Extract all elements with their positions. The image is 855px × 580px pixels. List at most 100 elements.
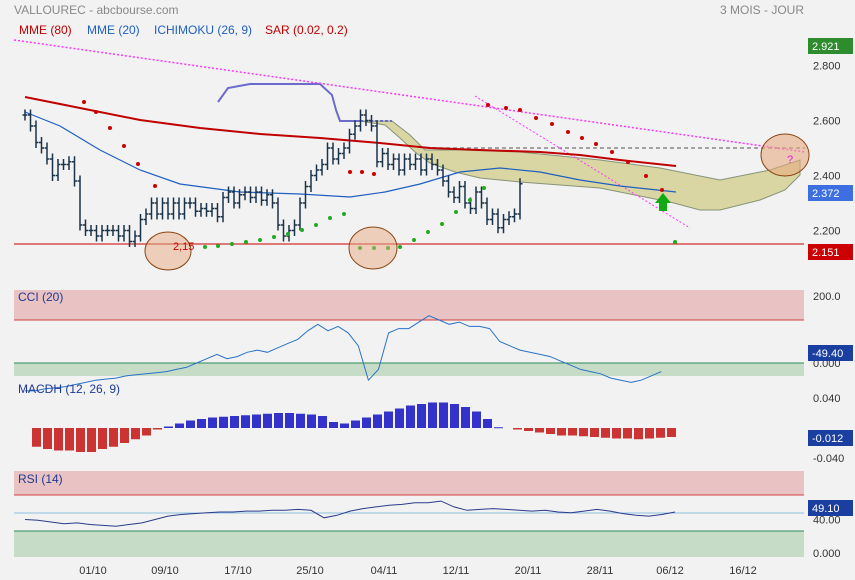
ohlc-bar [407, 153, 413, 170]
sar-dot [426, 230, 430, 234]
macd-bar [131, 428, 140, 440]
sar-dot [482, 186, 486, 190]
ohlc-bar [495, 208, 501, 234]
cci-last-badge: -49.40 [812, 348, 843, 360]
macd-bar [524, 428, 533, 431]
ohlc-bar [83, 219, 88, 236]
ohlc-bar [231, 186, 237, 209]
ohlc-bar [39, 137, 44, 154]
ohlc-bar [473, 186, 479, 214]
ohlc-bar [484, 197, 490, 225]
ichimoku-span-line [217, 83, 360, 122]
rsi-tick: 0.000 [813, 548, 841, 560]
sar-dot [328, 216, 332, 220]
sar-dot [314, 223, 318, 227]
ohlc-bar [451, 186, 457, 203]
ohlc-bar [72, 156, 77, 187]
legend-ichimoku: ICHIMOKU (26, 9) [154, 23, 253, 37]
macd-bar [285, 413, 294, 428]
ohlc-bar [501, 214, 506, 234]
mme20-line [24, 111, 677, 198]
cci-last-badge-bg [808, 345, 853, 361]
sar-dot [610, 150, 614, 154]
macd-bar [274, 413, 283, 428]
macd-bar [395, 408, 404, 428]
macd-bar [230, 416, 239, 428]
sar-dot [580, 136, 584, 140]
ohlc-bar [319, 159, 325, 176]
ohlc-bar [50, 153, 55, 181]
resistance-trendline [13, 39, 806, 153]
chart-title: VALLOUREC - abcbourse.com [14, 3, 179, 17]
macd-bar [535, 428, 544, 433]
target-circle [760, 133, 810, 177]
sar-dot [534, 116, 538, 120]
sar-dot [550, 122, 554, 126]
support-circle [144, 231, 192, 271]
macd-bar [65, 428, 74, 451]
macd-last-badge-bg [808, 430, 853, 446]
ohlc-bar [165, 197, 171, 220]
ohlc-bar [226, 186, 231, 203]
ohlc-bar [105, 225, 110, 236]
ohlc-bar [446, 175, 451, 198]
ohlc-bar [275, 197, 281, 231]
ohlc-bar [391, 153, 396, 170]
macd-bar [76, 428, 85, 452]
sar-dot [673, 240, 677, 244]
price-tick: 2.800 [813, 61, 841, 73]
ohlc-bar [22, 109, 28, 121]
cci-oversold-zone [14, 363, 804, 376]
macd-bar [120, 428, 129, 443]
legend-sar: SAR (0.02, 0.2) [265, 23, 348, 37]
macd-bar [579, 428, 588, 437]
ohlc-bar [429, 153, 435, 170]
ohlc-bar [264, 189, 270, 206]
ohlc-bar [517, 178, 523, 220]
x-tick-label: 25/10 [296, 565, 324, 577]
macd-bar [483, 419, 492, 428]
ohlc-bar [204, 203, 209, 217]
ohlc-bar [418, 153, 424, 176]
macd-bar [340, 423, 349, 428]
macd-bar [612, 428, 621, 439]
sar-dot [594, 142, 598, 146]
ohlc-bar [435, 159, 440, 176]
sar-dot [372, 172, 376, 176]
macd-bar [252, 414, 261, 428]
ohlc-bar [424, 153, 429, 176]
macd-bar [384, 411, 393, 428]
x-tick-label: 16/12 [729, 565, 757, 577]
cci-line [25, 315, 662, 392]
macd-title: MACDH (12, 26, 9) [18, 382, 121, 396]
ohlc-bar [143, 208, 149, 225]
macd-bar [307, 414, 316, 428]
ohlc-bar [330, 142, 336, 165]
macd-bar [439, 402, 448, 428]
ohlc-bar [457, 181, 462, 203]
ohlc-bar [209, 203, 215, 217]
rsi-line [24, 500, 676, 527]
macd-bar [219, 416, 228, 428]
ohlc-bar [369, 115, 374, 132]
ohlc-bar [28, 109, 33, 132]
sar-dot [486, 103, 490, 107]
ohlc-bar [506, 211, 512, 225]
macd-tick: -0.040 [813, 453, 844, 465]
ohlc-bar [253, 186, 259, 203]
sar-dot [660, 188, 664, 192]
high-price-badge-bg [808, 38, 853, 54]
macd-bar [568, 428, 577, 436]
ohlc-bar [325, 142, 330, 170]
macd-bar [656, 428, 665, 438]
ohlc-bar [198, 203, 204, 217]
macd-bar [667, 428, 676, 437]
ohlc-bar [176, 197, 182, 220]
sar-dot [230, 242, 234, 246]
ohlc-bar [308, 170, 314, 192]
ohlc-bar [347, 128, 352, 154]
sar-dot [272, 235, 276, 239]
price-tick: 2.600 [813, 116, 841, 128]
macd-bar [406, 405, 415, 428]
